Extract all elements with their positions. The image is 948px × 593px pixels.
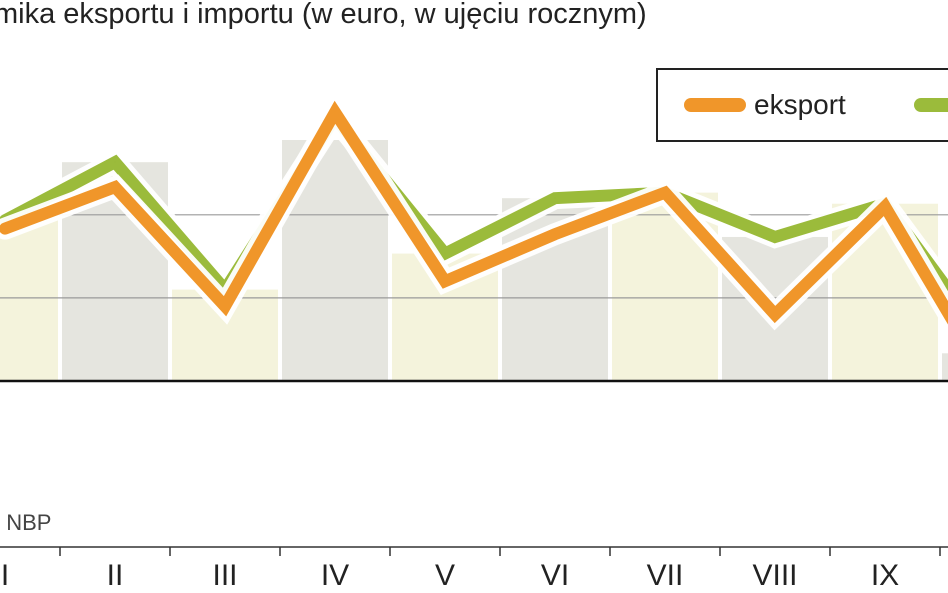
data-point-eksport-III bbox=[224, 305, 226, 308]
data-point-eksport-IX bbox=[884, 205, 886, 208]
x-tick-label-V: V bbox=[435, 559, 455, 592]
band-X bbox=[942, 353, 948, 381]
series-line-second bbox=[0, 107, 948, 300]
legend-swatch-eksport bbox=[684, 98, 746, 112]
data-point-eksport-I bbox=[4, 227, 6, 230]
chart-legend: eksport bbox=[656, 68, 948, 142]
data-point-eksport-VIII bbox=[774, 313, 776, 316]
source-note: : NBP bbox=[0, 510, 52, 535]
data-point-second-II bbox=[114, 161, 116, 164]
legend-item-eksport: eksport bbox=[684, 70, 846, 140]
y-tick-label-6: 6 bbox=[0, 132, 1, 171]
legend-label-eksport: eksport bbox=[754, 89, 846, 120]
data-point-eksport-II bbox=[114, 186, 116, 189]
data-point-eksport-VI bbox=[554, 233, 556, 236]
chart-lines bbox=[0, 91, 948, 335]
data-point-second-V bbox=[444, 252, 446, 255]
x-tick-label-VI: VI bbox=[541, 559, 569, 592]
x-tick-label-IV: IV bbox=[321, 559, 349, 592]
series-line-eksport bbox=[0, 100, 948, 325]
x-tick-label-III: III bbox=[212, 559, 237, 592]
data-point-eksport-V bbox=[444, 280, 446, 283]
data-point-eksport-VII bbox=[664, 191, 666, 194]
x-tick-label-IX: IX bbox=[871, 559, 899, 592]
band-I bbox=[0, 220, 58, 381]
x-axis: IIIIIIIVVVIVIIVIIIIXX bbox=[0, 546, 948, 592]
legend-item-second bbox=[914, 70, 948, 140]
data-point-second-VI bbox=[554, 197, 556, 200]
chart-title: mika eksportu i importu (w euro, w ujęci… bbox=[0, 0, 647, 30]
data-point-eksport-IV bbox=[334, 111, 336, 114]
x-tick-label-II: II bbox=[107, 559, 124, 592]
x-tick-label-I: I bbox=[1, 559, 9, 592]
data-point-second-VIII bbox=[774, 235, 776, 238]
x-tick-label-VII: VII bbox=[647, 559, 684, 592]
y-tick-label-3: 3 bbox=[0, 246, 1, 285]
legend-swatch-second bbox=[914, 98, 948, 112]
x-tick-label-VIII: VIII bbox=[752, 559, 797, 592]
